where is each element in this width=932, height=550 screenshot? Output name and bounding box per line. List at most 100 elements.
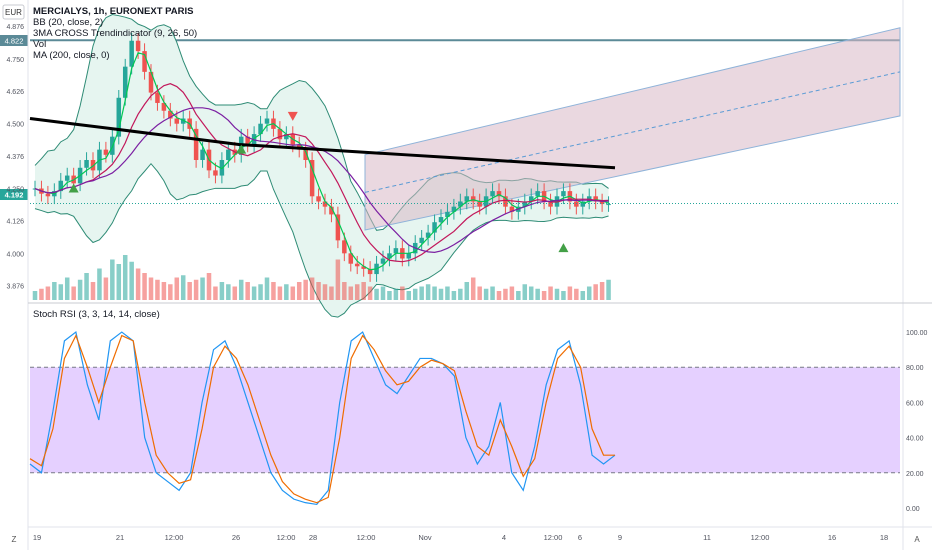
time-tick-label: 12:00 [751,533,770,542]
volume-bar [354,284,360,300]
volume-bar [400,286,405,300]
volume-bar [483,288,489,300]
top-price-badge [0,35,28,46]
candle-body [599,201,605,205]
volume-bar [335,259,341,300]
volume-bar [290,286,296,300]
candle-body [322,201,328,207]
candle-body [477,201,482,207]
volume-bar [387,291,392,300]
volume-bar [174,277,180,300]
legend-ma200[interactable]: MA (200, close, 0) [33,50,110,61]
candle-body [277,128,283,140]
candle-body [432,222,437,233]
stoch-tick-label: 100.00 [906,330,928,337]
volume-bar [84,273,89,300]
legend-vol[interactable]: Vol [33,39,47,50]
volume-bar [412,288,418,300]
volume-bar [155,279,160,300]
legend-3ma[interactable]: 3MA CROSS Trendindicator (9, 26, 50) [33,28,198,39]
currency-button[interactable] [2,4,25,20]
volume-bar [64,277,70,300]
price-tick-label: 4.876 [6,24,24,31]
time-tick-label: 9 [618,533,622,542]
candle-body [561,191,566,197]
volume-bar [348,286,354,300]
time-tick-label: 12:00 [544,533,563,542]
candle-body [193,128,199,160]
auto-scale-button[interactable]: A [914,535,920,544]
volume-bar [561,291,566,300]
volume-bar [425,284,431,300]
volume-bar [45,286,51,300]
volume-bar [490,286,495,300]
volume-bar [509,286,515,300]
candle-body [406,253,412,259]
price-pane: 4.876 4.750 4.626 4.500 4.376 4.250 4.126 4.000… [6,14,901,318]
volume-bar [554,288,560,300]
zoom-reset-button[interactable]: Z [12,535,17,544]
legend-bb[interactable]: BB (20, close, 2) [33,17,104,28]
volume-bar [458,288,463,300]
volume-bar [116,264,122,300]
time-tick-label: 6 [578,533,582,542]
bollinger-lower [34,162,609,318]
stoch-tick-label: 0.00 [906,506,920,513]
candle-body [606,204,611,206]
candle-body [445,211,450,218]
volume-bar [251,286,257,300]
volume-bar [180,275,186,300]
candle-body [148,71,154,93]
price-tick-label: 4.626 [6,89,24,96]
currency-label: EUR [5,8,22,17]
candle-body [393,248,399,254]
volume-bar [393,288,399,300]
candle-body [161,102,167,111]
candle-body [116,97,122,137]
candle-body [84,160,89,168]
volume-bar [58,284,64,300]
time-tick-label: 12:00 [277,533,296,542]
volume-bar [32,291,38,300]
candle-body [425,232,431,238]
candle-body [593,196,598,202]
volume-bar [226,284,231,300]
volume-bar [271,282,276,300]
candle-body [258,123,263,135]
volume-bar [451,291,457,300]
candle-body [174,118,180,124]
price-tick-label: 3.876 [6,283,24,290]
volume-bar [380,286,386,300]
stoch-tick-label: 20.00 [906,471,924,478]
candle-body [458,201,463,207]
time-tick-label: 12:00 [165,533,184,542]
volume-bar [567,286,573,300]
volume-bar [71,286,76,300]
candle-body [245,136,250,145]
volume-bar [516,291,521,300]
volume-bar [200,277,205,300]
volume-bar [187,282,192,300]
volume-bar [367,286,373,300]
candle-body [45,193,51,197]
stoch-legend[interactable]: Stoch RSI (3, 3, 14, 14, close) [33,309,160,320]
candle-body [528,196,534,202]
volume-bar [284,284,289,300]
time-axis: 19 21 12:00 26 12:00 28 12:00 Nov 4 12:00 6 9 11 12:0… [33,533,888,542]
volume-bar [148,277,154,300]
volume-bar [419,286,424,300]
candle-body [90,160,96,171]
price-tick-label: 4.750 [6,57,24,64]
volume-bar [322,284,328,300]
candle-body [451,206,457,212]
volume-bar [219,282,225,300]
candle-body [574,201,579,207]
volume-bar [97,268,102,300]
time-tick-label: 26 [232,533,240,542]
candle-body [135,40,141,52]
regression-midline [364,71,901,193]
candle-body [535,191,540,197]
candle-body [264,118,270,124]
volume-bar [406,291,412,300]
